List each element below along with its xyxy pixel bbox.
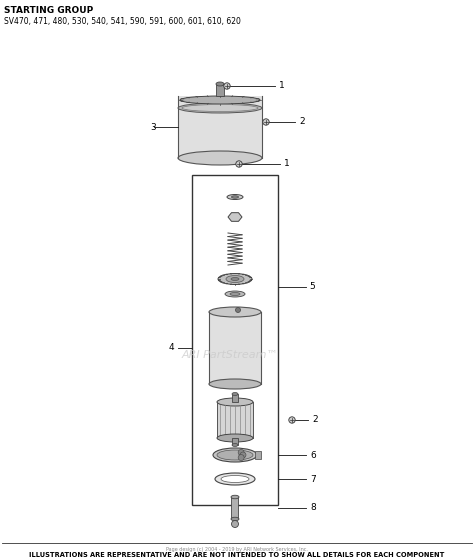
Ellipse shape	[230, 292, 240, 296]
Circle shape	[236, 307, 240, 312]
Text: STARTING GROUP: STARTING GROUP	[4, 6, 93, 15]
Text: 4: 4	[168, 343, 174, 352]
Text: Page design (c) 2004 - 2019 by ARI Network Services, Inc.: Page design (c) 2004 - 2019 by ARI Netwo…	[166, 548, 308, 553]
Text: 2: 2	[312, 416, 318, 424]
Text: 8: 8	[310, 503, 316, 512]
Circle shape	[236, 161, 242, 167]
Text: 7: 7	[310, 474, 316, 483]
Ellipse shape	[217, 398, 253, 406]
Ellipse shape	[217, 450, 253, 460]
Circle shape	[289, 417, 295, 423]
Circle shape	[238, 450, 244, 455]
Ellipse shape	[215, 473, 255, 485]
Ellipse shape	[232, 444, 238, 446]
Ellipse shape	[213, 448, 257, 462]
Ellipse shape	[216, 82, 224, 86]
Ellipse shape	[180, 96, 260, 104]
Text: 2: 2	[299, 118, 305, 127]
Circle shape	[224, 83, 230, 89]
Circle shape	[231, 520, 238, 528]
Circle shape	[240, 452, 246, 458]
Ellipse shape	[231, 517, 239, 521]
Text: 1: 1	[284, 160, 290, 169]
Ellipse shape	[178, 103, 262, 113]
Text: ARI PartStream™: ARI PartStream™	[182, 350, 278, 360]
Ellipse shape	[209, 379, 261, 389]
Text: 6: 6	[310, 450, 316, 460]
Ellipse shape	[225, 291, 245, 297]
Ellipse shape	[217, 434, 253, 442]
Bar	[231, 497, 238, 519]
Ellipse shape	[231, 495, 239, 499]
Ellipse shape	[209, 307, 261, 317]
Bar	[216, 84, 224, 96]
Bar	[255, 451, 261, 459]
Text: SV470, 471, 480, 530, 540, 541, 590, 591, 600, 601, 610, 620: SV470, 471, 480, 530, 540, 541, 590, 591…	[4, 17, 241, 26]
Ellipse shape	[231, 196, 238, 198]
Text: 1: 1	[279, 82, 285, 91]
Ellipse shape	[232, 393, 238, 395]
Bar	[178, 96, 262, 158]
Bar	[232, 394, 238, 402]
Text: 3: 3	[150, 123, 156, 132]
Ellipse shape	[221, 475, 249, 483]
Circle shape	[238, 455, 244, 460]
Bar	[217, 402, 253, 438]
Circle shape	[263, 119, 269, 125]
Text: 5: 5	[309, 282, 315, 291]
Bar	[209, 312, 261, 384]
Ellipse shape	[231, 278, 239, 281]
Ellipse shape	[218, 273, 252, 284]
Ellipse shape	[178, 151, 262, 165]
Polygon shape	[228, 213, 242, 221]
Bar	[232, 438, 238, 445]
Text: ILLUSTRATIONS ARE REPRESENTATIVE AND ARE NOT INTENDED TO SHOW ALL DETAILS FOR EA: ILLUSTRATIONS ARE REPRESENTATIVE AND ARE…	[29, 552, 445, 558]
Ellipse shape	[226, 276, 244, 282]
Ellipse shape	[182, 105, 258, 111]
Ellipse shape	[227, 194, 243, 199]
Bar	[192, 175, 278, 505]
